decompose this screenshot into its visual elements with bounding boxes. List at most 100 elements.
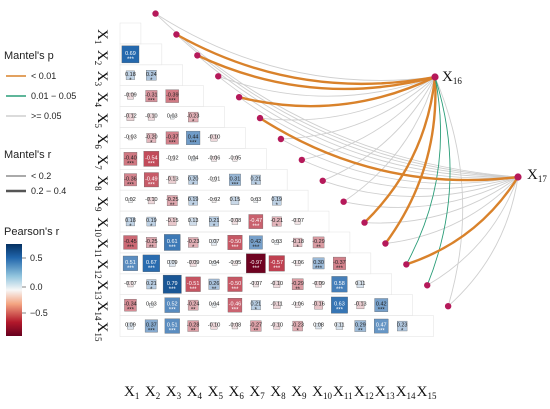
cell-value-label: -0.29 — [312, 239, 325, 245]
cell-significance-label: *** — [169, 329, 177, 335]
cell-value-label: 0.51 — [125, 260, 136, 266]
heatmap-cell — [122, 255, 138, 271]
grid-row-6 — [119, 127, 246, 149]
mantel-link — [176, 34, 519, 178]
cell-value-label: 0.51 — [167, 323, 178, 329]
axis-tick-label: X7 — [249, 384, 265, 401]
heatmap-cell — [166, 195, 178, 206]
heatmap-cell — [211, 156, 217, 162]
mantel-link — [405, 176, 520, 266]
target-node — [514, 173, 522, 181]
cell-value-label: 0.04 — [209, 302, 220, 308]
heatmap-cell — [397, 320, 408, 332]
heatmap-cell — [164, 318, 180, 334]
cell-value-label: -0.13 — [354, 302, 367, 308]
colorbar — [6, 244, 22, 336]
cell-significance-label: *** — [169, 287, 177, 293]
cell-value-label: 0.11 — [334, 323, 344, 329]
cell-significance-label: * — [255, 182, 258, 188]
heatmap-cell — [273, 322, 281, 330]
axis-tick-label: X3 — [166, 384, 182, 401]
cell-value-label: -0.23 — [291, 323, 304, 329]
cell-significance-label: *** — [127, 245, 135, 251]
cell-value-label: -0.50 — [229, 281, 242, 287]
legend: Mantel's p < 0.01 0.01 − 0.05 >= 0.05 Ma… — [4, 50, 76, 336]
axis-tick-label: X16 — [442, 69, 462, 86]
cell-significance-label: * — [296, 329, 299, 335]
cell-value-label: 0.07 — [209, 239, 220, 245]
cell-value-label: -0.15 — [166, 218, 179, 224]
mantel-link — [363, 76, 437, 224]
cell-significance-label: *** — [127, 161, 135, 167]
heatmap-cell — [230, 196, 240, 205]
heatmap-cell — [356, 280, 364, 288]
heatmap-cell — [164, 234, 181, 251]
heatmap-cell — [292, 320, 303, 332]
axis-tick-label: X14 — [396, 384, 416, 401]
mantel-link — [197, 55, 519, 178]
cell-value-label: 0.42 — [250, 239, 261, 245]
axis-tick-label: X15 — [417, 384, 437, 401]
axis-tick-label: X4 — [187, 384, 203, 401]
heatmap-cell — [271, 216, 282, 227]
cell-significance-label: ** — [149, 245, 154, 251]
heatmap-cell — [294, 302, 301, 308]
cell-value-label: -0.09 — [124, 93, 137, 99]
cell-value-label: 0.30 — [313, 260, 324, 266]
legend-r-label-1: < 0.2 — [31, 171, 51, 181]
cell-significance-label: *** — [148, 329, 156, 335]
cell-value-label: -0.47 — [250, 218, 263, 224]
cell-value-label: 0.23 — [397, 323, 408, 329]
variable-node — [152, 10, 159, 17]
cell-value-label: -0.57 — [270, 260, 283, 266]
heatmap-cell — [164, 297, 180, 313]
heatmap-cell — [165, 89, 179, 103]
cell-significance-label: * — [401, 329, 404, 335]
mantel-link — [385, 176, 519, 244]
axis-tick-label: X5 — [208, 384, 224, 401]
cell-value-label: 0.47 — [376, 323, 387, 329]
cell-value-label: -0.50 — [229, 239, 242, 245]
cell-significance-label: * — [213, 224, 216, 230]
cell-value-label: 0.09 — [167, 260, 178, 266]
cell-significance-label: * — [150, 140, 153, 146]
heatmap-cell — [149, 302, 154, 308]
heatmap-cell — [125, 217, 135, 227]
cell-significance-label: *** — [169, 140, 177, 146]
cell-value-label: -0.29 — [291, 281, 304, 287]
axis-tick-label: X13 — [93, 280, 110, 300]
heatmap-cell — [143, 151, 160, 167]
heatmap-cell — [188, 174, 198, 185]
mantel-link — [238, 96, 519, 179]
heatmap-cell — [187, 299, 199, 311]
heatmap-cell — [146, 133, 157, 143]
heatmap-cell — [272, 196, 282, 206]
cell-value-label: -0.18 — [291, 239, 304, 245]
cell-value-label: -0.20 — [145, 134, 158, 140]
variable-node — [256, 114, 264, 122]
heatmap-cell — [145, 90, 158, 103]
cell-significance-label: * — [276, 203, 279, 209]
heatmap-cell — [169, 260, 176, 267]
heatmap-cell — [125, 70, 135, 80]
cell-value-label: 0.21 — [209, 218, 220, 224]
axis-tick-label: X17 — [527, 167, 547, 184]
heatmap-cell — [190, 156, 196, 162]
variable-node — [340, 198, 347, 205]
cell-significance-label: *** — [148, 182, 156, 188]
heatmap-cell — [128, 198, 133, 203]
mantel-link — [280, 138, 519, 184]
cell-significance-label: *** — [378, 329, 386, 335]
cell-value-label: -0.40 — [124, 155, 137, 161]
heatmap-cell — [210, 134, 218, 142]
cell-value-label: -0.31 — [145, 93, 158, 99]
heatmap-cell — [126, 113, 135, 121]
grid-row-14 — [119, 294, 413, 316]
cell-value-label: 0.26 — [209, 281, 220, 287]
heatmap-cell — [232, 260, 238, 266]
cell-value-label: 0.19 — [146, 218, 157, 224]
variable-node — [235, 93, 243, 101]
heatmap-cell — [274, 240, 279, 245]
heatmap-cell — [248, 214, 264, 229]
